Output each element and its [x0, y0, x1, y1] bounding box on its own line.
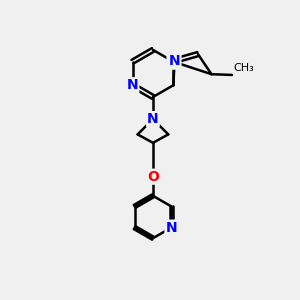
Text: N: N [166, 220, 177, 235]
Text: N: N [167, 55, 179, 69]
Text: CH₃: CH₃ [233, 64, 254, 74]
Text: N: N [127, 78, 138, 92]
Text: N: N [169, 54, 181, 68]
Text: O: O [147, 170, 159, 184]
Text: N: N [147, 112, 159, 126]
